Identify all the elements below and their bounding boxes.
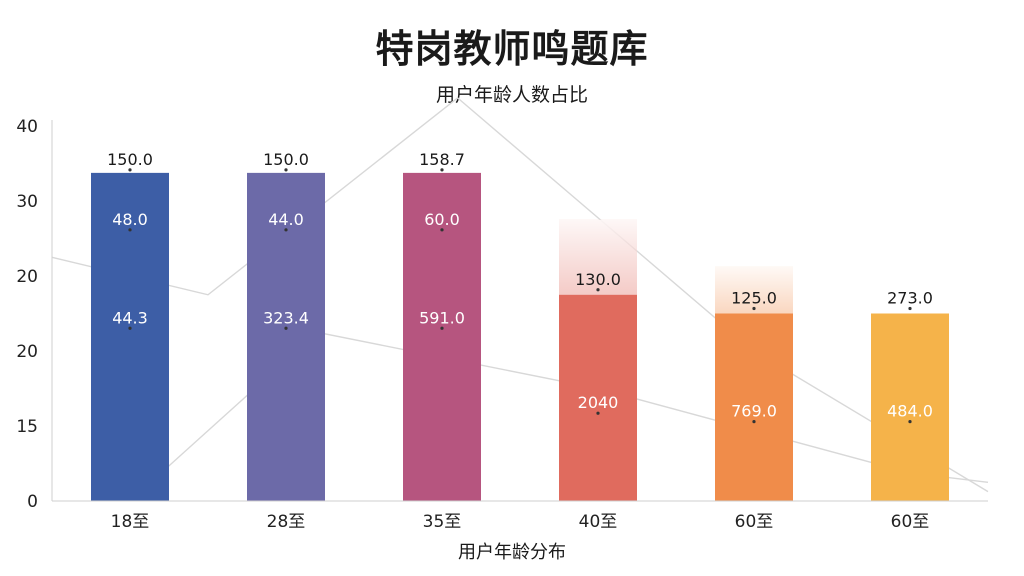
data-point [908,306,912,311]
bar [559,294,637,501]
data-point [128,326,132,330]
data-label: 48.0 [112,210,148,229]
data-point [284,168,288,172]
data-point [596,411,600,415]
data-point [440,168,444,172]
data-point [128,168,132,172]
chart-title: 特岗教师鸣题库 [375,27,649,71]
data-label: 769.0 [731,402,777,421]
data-point [128,228,132,232]
data-point [908,420,912,424]
data-label: 125.0 [731,289,777,308]
data-point [596,288,600,292]
bar-fade [715,266,793,314]
bar [91,172,169,501]
bar [403,172,481,501]
data-label: 484.0 [887,402,933,421]
data-label: 591.0 [419,308,465,327]
data-label: 44.0 [268,210,304,229]
data-point [440,326,444,330]
y-tick-label: 30 [16,192,38,212]
y-tick-label: 40 [16,117,38,137]
x-tick-label: 40至 [579,512,618,532]
bar [871,313,949,501]
data-label: 323.4 [263,308,309,327]
chart-subtitle: 用户年龄人数占比 [435,84,588,106]
x-tick-label: 60至 [891,512,930,532]
y-tick-label: 20 [16,267,38,287]
data-point [440,228,444,232]
data-label: 2040 [578,393,619,412]
bar [715,313,793,501]
data-label: 130.0 [575,270,621,289]
x-tick-label: 28至 [267,512,306,532]
y-tick-label: 20 [16,342,38,362]
data-label: 150.0 [263,150,309,169]
data-label: 44.3 [112,308,148,327]
x-tick-label: 35至 [423,512,462,532]
x-tick-label: 60至 [735,512,774,532]
data-point [284,228,288,232]
y-tick-label: 15 [16,417,38,437]
trend-line [51,96,989,493]
data-label: 150.0 [107,150,153,169]
data-label: 158.7 [419,150,465,169]
data-label: 60.0 [424,210,460,229]
data-label: 273.0 [887,289,933,308]
x-tick-label: 18至 [111,512,150,532]
data-point [752,306,756,311]
x-axis-label: 用户年龄分布 [458,542,566,563]
data-point [284,326,288,330]
bar-fade [559,219,637,295]
bar [247,172,325,501]
y-tick-label: 0 [27,492,38,512]
data-point [752,420,756,424]
